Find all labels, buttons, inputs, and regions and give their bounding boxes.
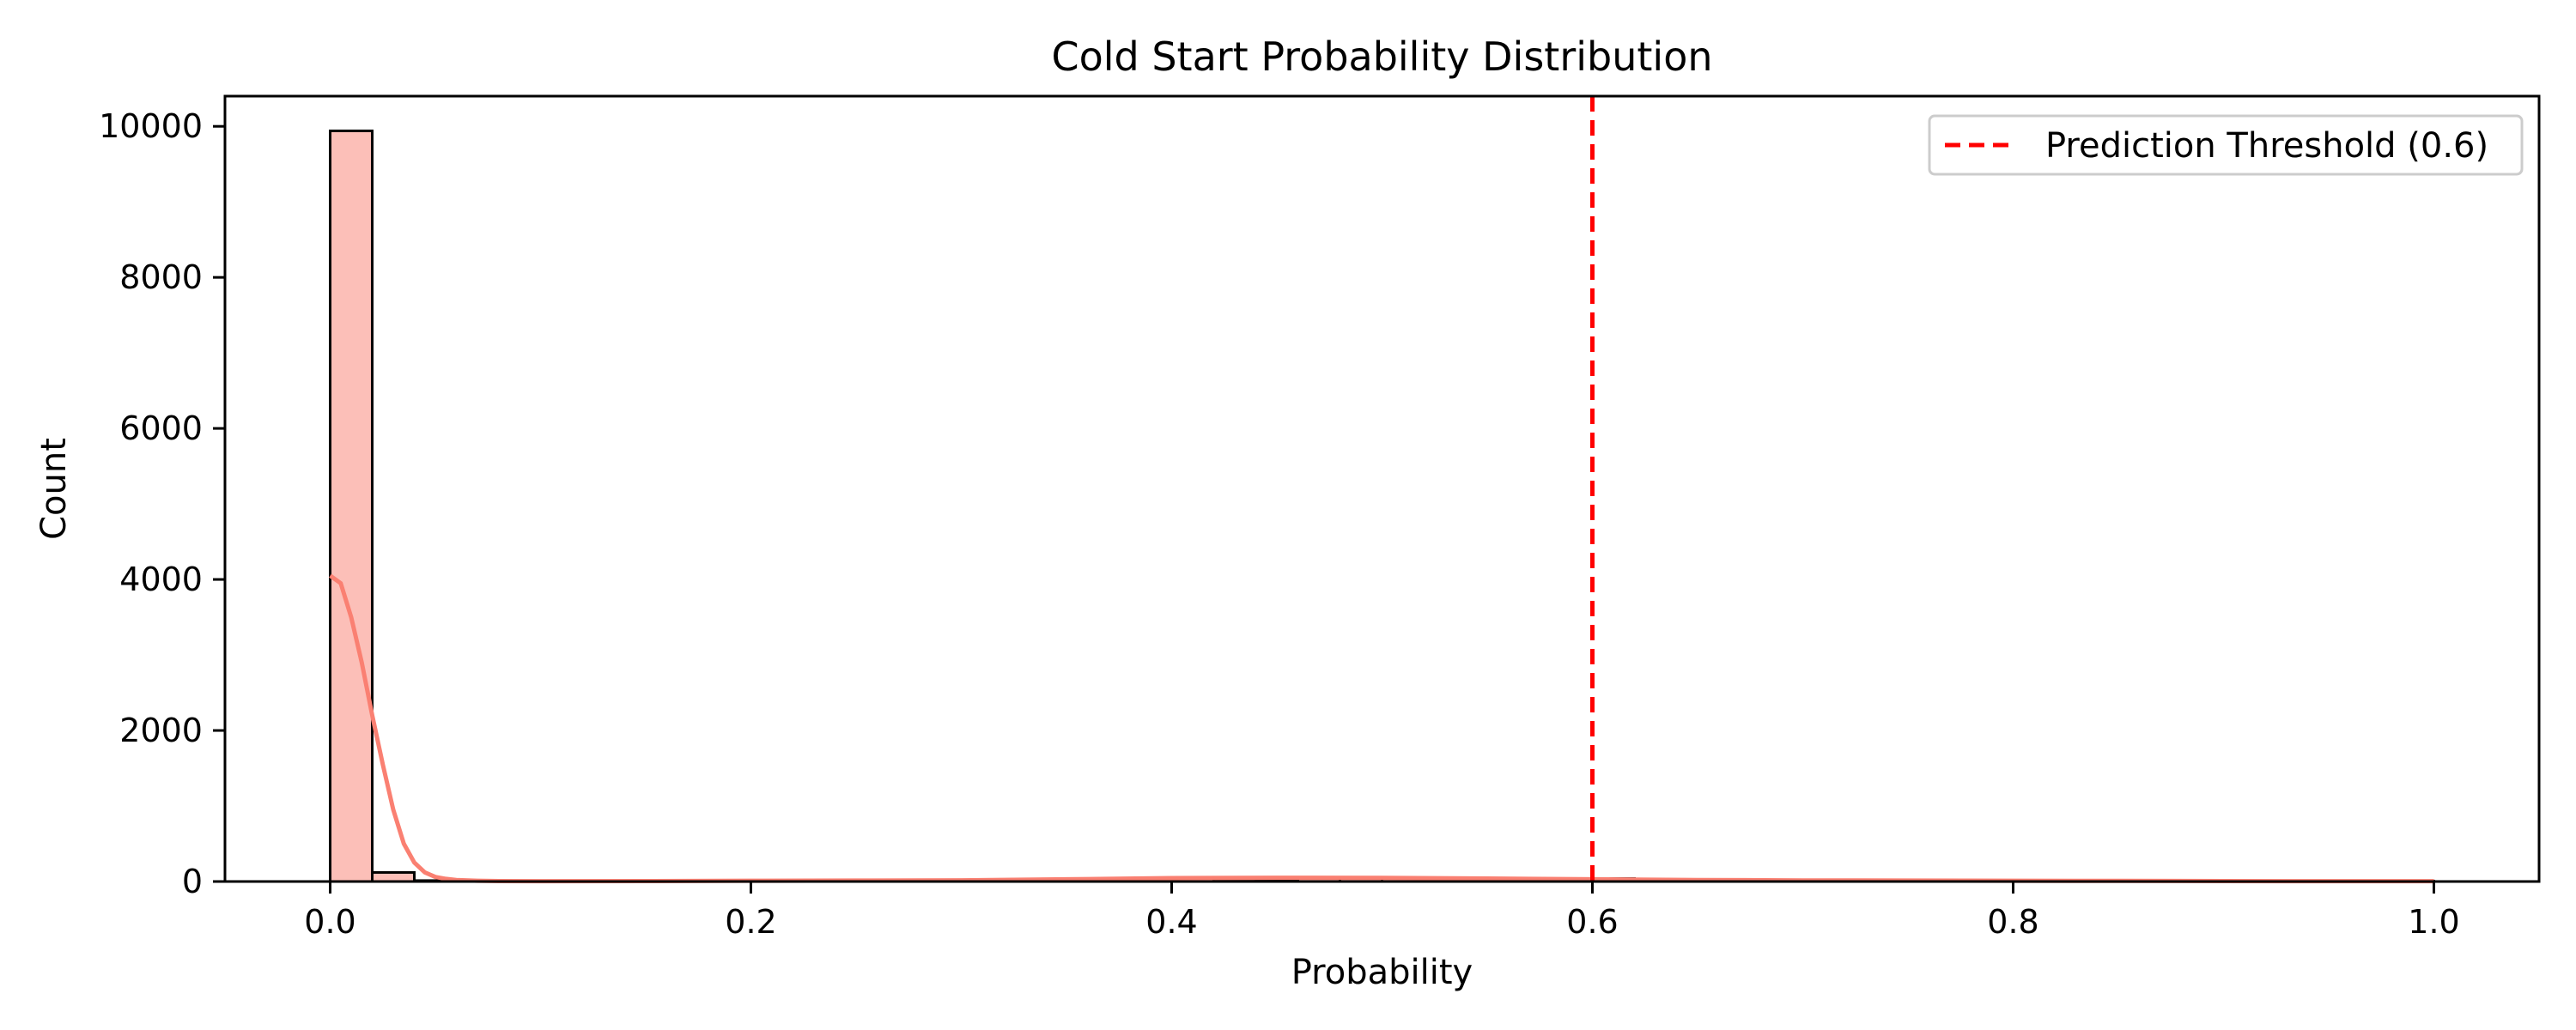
x-tick-label: 0.8 [1987, 903, 2038, 941]
y-tick-label: 8000 [119, 258, 203, 296]
chart-title: Cold Start Probability Distribution [1051, 33, 1712, 80]
legend-box [1928, 114, 2524, 176]
x-tick-label: 1.0 [2408, 903, 2459, 941]
x-tick-label: 0.4 [1145, 903, 1197, 941]
plot-frame [223, 94, 2541, 883]
bars-layer [329, 129, 2435, 883]
y-tick-label: 6000 [119, 409, 203, 447]
x-tick-label: 0.2 [725, 903, 776, 941]
x-axis: 0.0 0.2 0.4 0.6 0.8 1.0 [304, 882, 2460, 941]
legend-threshold-label: Prediction Threshold (0.6) [2045, 126, 2488, 166]
x-axis-title: Probability [1291, 953, 1473, 992]
x-tick-label: 0.6 [1566, 903, 1618, 941]
kde-line [329, 573, 2434, 884]
y-tick-label: 10000 [99, 107, 203, 145]
y-axis-title: Count [34, 438, 74, 540]
y-tick-label: 4000 [119, 560, 203, 598]
y-axis: 0 2000 4000 6000 8000 10000 [99, 107, 225, 900]
histogram-bar [371, 870, 416, 883]
y-tick-label: 2000 [119, 712, 203, 749]
x-tick-label: 0.0 [304, 903, 355, 941]
legend: Prediction Threshold (0.6) [1928, 114, 2524, 176]
histogram-bar [329, 129, 374, 883]
y-tick-label: 0 [182, 863, 203, 900]
